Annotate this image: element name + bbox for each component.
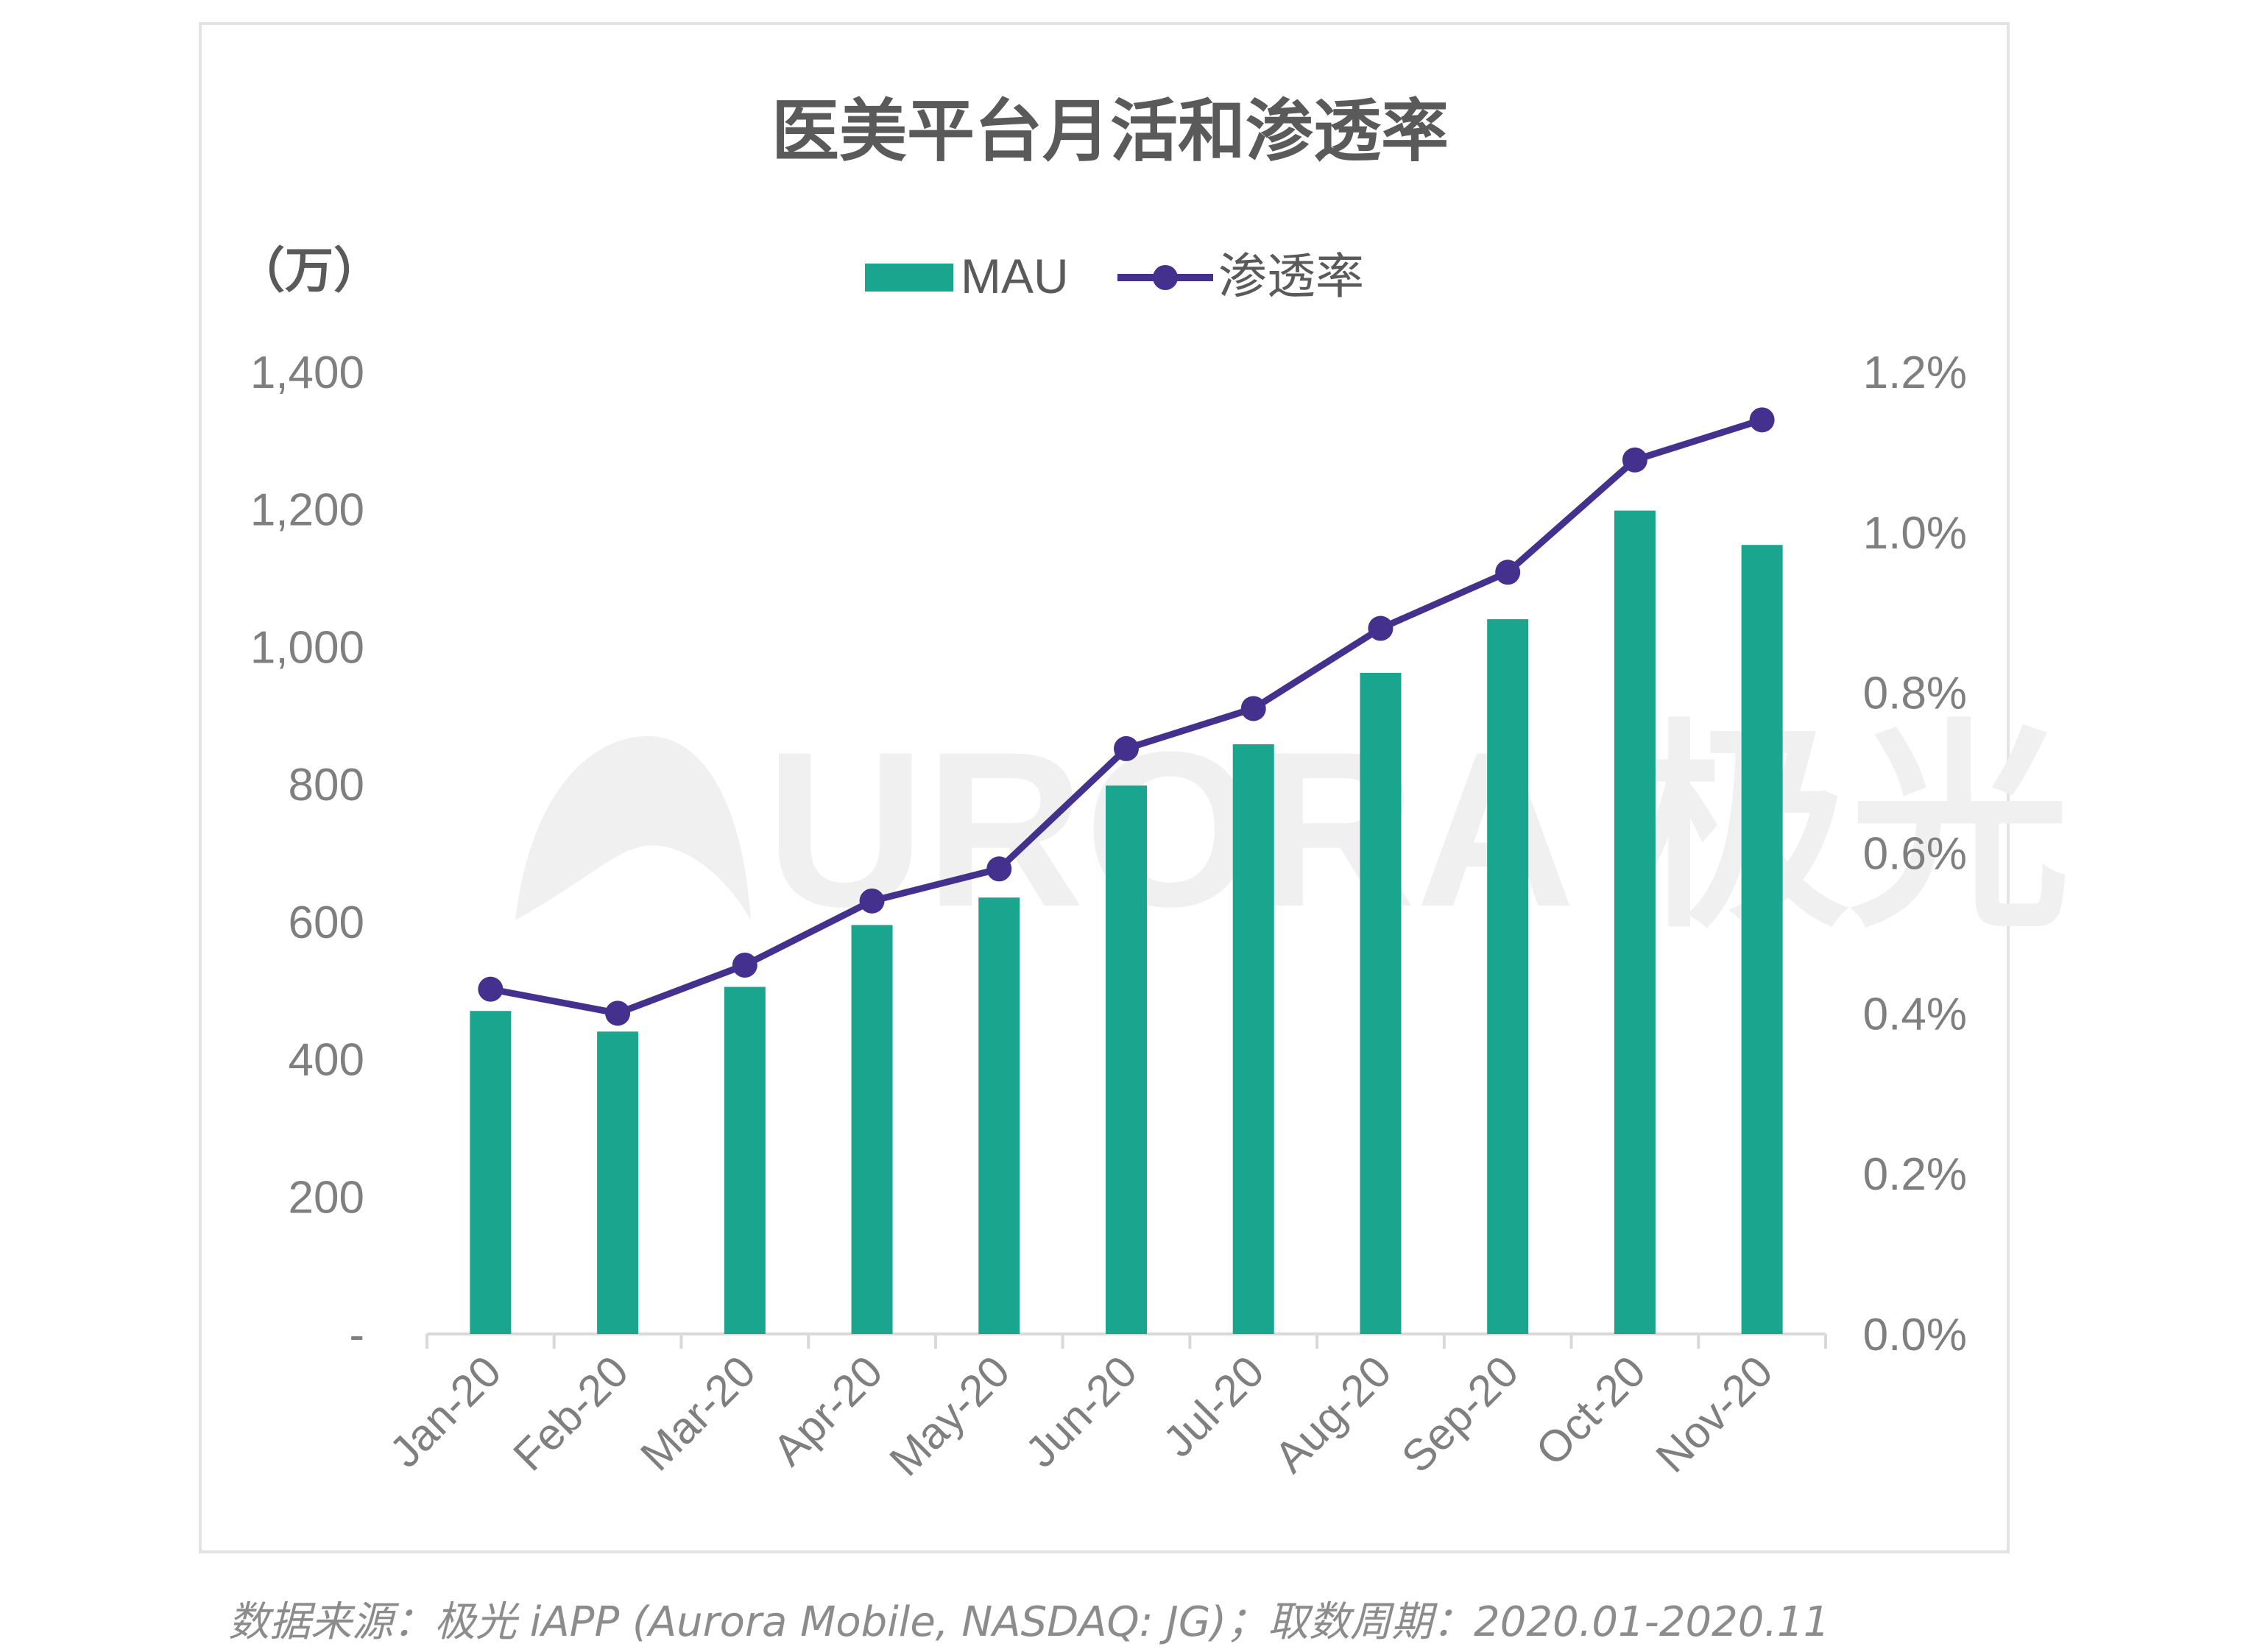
mau-bar — [1741, 545, 1783, 1334]
source-note: 数据来源：极光 iAPP (Aurora Mobile, NASDAQ: JG)… — [228, 1598, 1830, 1646]
rate-point — [1240, 696, 1266, 721]
y-right-tick-label: 0.4% — [1863, 989, 1967, 1039]
y-left-tick-labels: - 200 400 600 800 1,000 1,200 1,400 — [250, 347, 364, 1360]
y-left-tick-label: 1,200 — [250, 485, 364, 536]
y-left-tick-label: 400 — [289, 1035, 364, 1086]
y-right-tick-label: 0.0% — [1863, 1310, 1967, 1360]
rate-point — [605, 1000, 631, 1026]
x-tick-label: Sep-20 — [1392, 1346, 1527, 1482]
mau-bar — [470, 1011, 512, 1334]
rate-point — [859, 888, 885, 914]
y-right-tick-label: 0.2% — [1863, 1149, 1967, 1200]
x-tick-label: Jun-20 — [1016, 1346, 1146, 1477]
y-unit-label: （万） — [236, 242, 382, 299]
y-right-tick-label: 0.6% — [1863, 829, 1967, 880]
rate-point — [1114, 735, 1139, 761]
axes — [425, 1332, 1827, 1349]
bars — [470, 510, 1783, 1334]
y-left-tick-label: 800 — [289, 760, 364, 811]
watermark-logo: URORA 极光 — [515, 705, 2070, 953]
y-right-tick-label: 1.0% — [1863, 508, 1967, 559]
rate-point — [732, 952, 757, 978]
chart-title: 医美平台月活和渗透率 — [771, 92, 1449, 171]
rate-point — [1368, 615, 1394, 641]
legend-rate-label: 渗透率 — [1218, 249, 1364, 303]
x-tick-label: Apr-20 — [763, 1346, 892, 1475]
mau-bar — [1106, 786, 1147, 1334]
mau-bar — [1232, 744, 1274, 1334]
y-left-tick-label: 600 — [289, 897, 364, 948]
mau-bar — [978, 897, 1020, 1334]
mau-bar — [597, 1031, 639, 1334]
rate-point — [1749, 407, 1775, 433]
legend: MAU 渗透率 — [865, 249, 1364, 303]
rate-point — [1495, 560, 1521, 585]
rate-line-series — [478, 407, 1775, 1026]
mau-bar — [1487, 619, 1529, 1334]
x-tick-label: Oct-20 — [1526, 1346, 1655, 1475]
x-tick-label: Aug-20 — [1265, 1346, 1400, 1482]
x-tick-label: May-20 — [880, 1346, 1020, 1486]
mau-bar — [1360, 672, 1402, 1334]
x-tick-label: Jul-20 — [1154, 1346, 1274, 1466]
legend-mau-swatch — [865, 264, 953, 292]
y-left-tick-label: 200 — [289, 1172, 364, 1223]
mau-bar — [851, 925, 893, 1334]
x-tick-label: Mar-20 — [631, 1346, 765, 1480]
x-tick-label: Feb-20 — [504, 1346, 637, 1480]
x-tick-label: Jan-20 — [380, 1346, 510, 1477]
y-left-tick-label: 1,000 — [250, 622, 364, 673]
y-right-tick-label: 1.2% — [1863, 347, 1967, 398]
rate-point — [986, 856, 1012, 882]
legend-rate-marker — [1153, 265, 1178, 290]
mau-bar — [724, 986, 766, 1334]
y-left-tick-label: 1,400 — [250, 347, 364, 398]
mau-bar — [1614, 510, 1656, 1334]
rate-point — [1622, 447, 1647, 473]
y-left-tick-label: - — [349, 1310, 364, 1360]
x-tick-label: Nov-20 — [1647, 1346, 1782, 1482]
y-right-tick-labels: 0.0% 0.2% 0.4% 0.6% 0.8% 1.0% 1.2% — [1863, 347, 1967, 1360]
rate-point — [478, 976, 504, 1002]
y-right-tick-label: 0.8% — [1863, 668, 1967, 719]
legend-mau-label: MAU — [961, 249, 1069, 303]
